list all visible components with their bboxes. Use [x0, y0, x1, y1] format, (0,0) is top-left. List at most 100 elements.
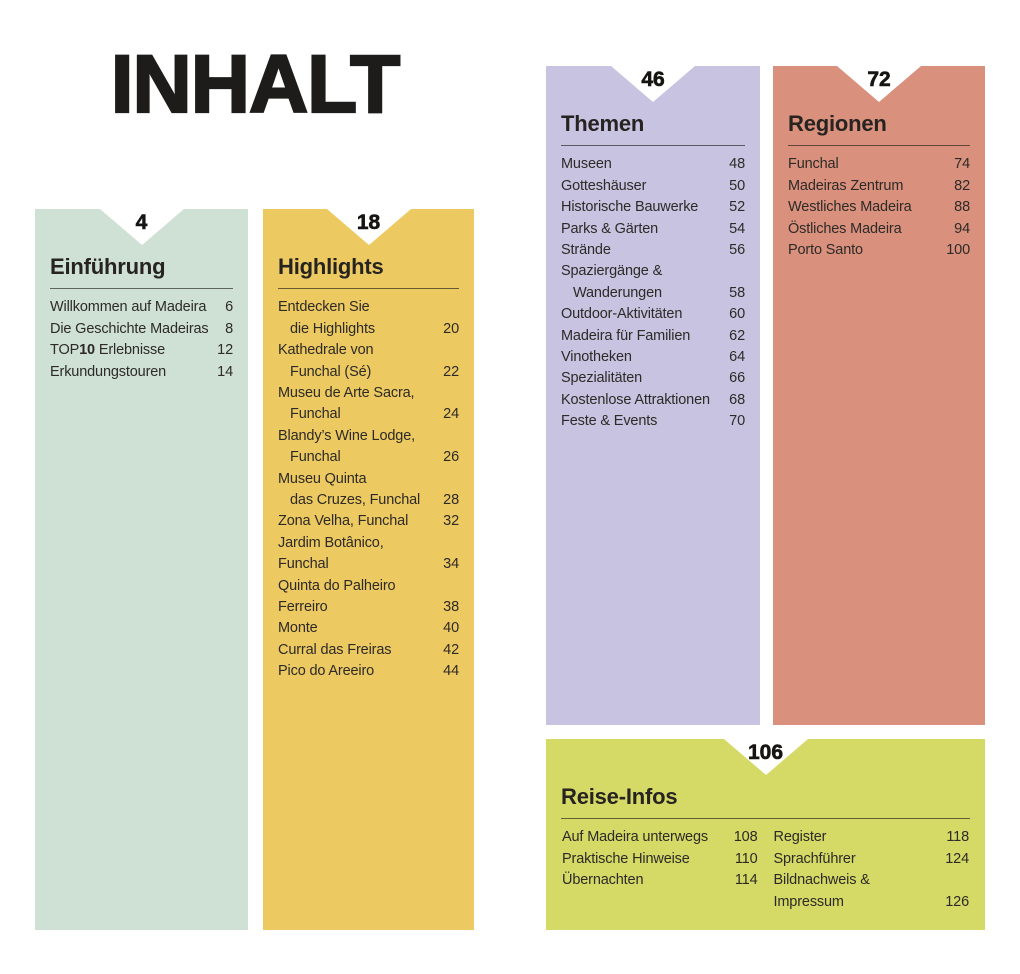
toc-entry-label: Quinta do Palheiro Ferreiro	[278, 577, 396, 615]
toc-entry: Parks & Gärten 54	[561, 219, 745, 240]
toc-entry-label: Praktische Hinweise	[562, 850, 690, 867]
toc-entry-label: Auf Madeira unterwegs	[562, 829, 708, 846]
toc-entry: Monte 40	[278, 618, 459, 639]
toc-entry: Kathedrale von Funchal (Sé) 22	[278, 340, 459, 383]
toc-entry-page-number: 74	[954, 156, 970, 173]
toc-entry: Übernachten 114	[562, 870, 758, 891]
toc-entry-label: Blandy’s Wine Lodge, Funchal	[278, 427, 415, 466]
toc-entry-page-number: 64	[729, 348, 745, 365]
toc-entry-label: Die Geschichte Madeiras	[50, 320, 209, 337]
toc-entry-page-number: 32	[443, 513, 459, 530]
page-title: INHALT	[110, 39, 402, 130]
toc-entry-label: Register	[773, 829, 827, 846]
toc-entry: Erkundungstouren 14	[50, 362, 233, 383]
toc-entry-page-number: 40	[443, 620, 459, 637]
toc-entry-page-number: 68	[729, 391, 745, 408]
toc-entry-label: Madeira für Familien	[561, 327, 691, 344]
toc-entry: Historische Bauwerke 52	[561, 197, 745, 218]
toc-entry-label: Museu Quinta das Cruzes, Funchal	[278, 470, 421, 508]
toc-entry: Östliches Madeira 94	[788, 219, 970, 240]
title-divider	[50, 288, 233, 290]
toc-entry-label: Museu de Arte Sacra, Funchal	[278, 384, 415, 423]
toc-entry-label: Funchal	[788, 156, 839, 173]
entry-list: Entdecken Sie die Highlights 20 Kathedrale …	[278, 297, 459, 682]
title-divider	[788, 145, 970, 147]
panel-title: Einführung	[50, 254, 166, 279]
toc-entry: Register 118	[774, 827, 970, 848]
toc-entry-page-number: 58	[729, 284, 745, 301]
toc-entry-label: Museen	[561, 156, 612, 173]
toc-entry-label: Vinotheken	[561, 348, 632, 365]
toc-entry: Praktische Hinweise 110	[562, 849, 758, 870]
toc-entry-page-number: 38	[443, 598, 459, 615]
entry-list-right: Register 118 Sprachführer 124 Bildnachweis &…	[774, 827, 970, 913]
toc-entry: Funchal 74	[788, 154, 970, 175]
toc-entry: Die Geschichte Madeiras 8	[50, 319, 233, 340]
toc-entry-label: Westliches Madeira	[788, 199, 912, 216]
toc-entry-page-number: 100	[946, 241, 970, 258]
toc-entry-label: Gotteshäuser	[561, 177, 647, 194]
toc-entry: TOP10 Erlebnisse 12	[50, 340, 233, 361]
panel-einfuehrung: 4 Einführung Willkommen auf Madeira 6 Die …	[35, 209, 248, 930]
notch-triangle	[99, 209, 184, 245]
panel-title: Highlights	[278, 254, 384, 279]
panel-title: Themen	[561, 111, 645, 136]
toc-entry: Quinta do Palheiro Ferreiro 38	[278, 576, 459, 619]
toc-entry-page-number: 66	[729, 370, 745, 387]
notch-triangle	[326, 209, 411, 245]
toc-entry-page-number: 82	[954, 177, 970, 194]
toc-entry-label: Sprachführer	[773, 850, 856, 867]
toc-entry-label: Zona Velha, Funchal	[278, 513, 409, 530]
entry-list: Museen 48 Gotteshäuser 50 Historische Bauwer…	[561, 154, 745, 432]
toc-entry: Curral das Freiras 42	[278, 640, 459, 661]
toc-entry: Madeira für Familien 62	[561, 326, 745, 347]
toc-entry-label: Erkundungstouren	[50, 363, 167, 380]
toc-entry-page-number: 88	[954, 199, 970, 216]
toc-entry: Westliches Madeira 88	[788, 197, 970, 218]
toc-entry-label: Monte	[278, 620, 318, 637]
toc-entry-page-number: 8	[225, 320, 233, 337]
toc-entry-page-number: 114	[734, 872, 758, 889]
toc-entry-page-number: 26	[443, 449, 459, 466]
toc-entry-page-number: 110	[734, 850, 758, 867]
toc-entry-page-number: 70	[729, 413, 745, 430]
entry-columns: Auf Madeira unterwegs 108 Praktische Hinwe…	[562, 827, 969, 913]
toc-entry: Sprachführer 124	[774, 849, 970, 870]
toc-entry-label: Outdoor-Aktivitäten	[561, 306, 683, 323]
toc-entry-page-number: 6	[225, 299, 233, 316]
toc-entry: Pico do Areeiro 44	[278, 661, 459, 682]
toc-entry: Willkommen auf Madeira 6	[50, 297, 233, 318]
toc-entry-label: Östliches Madeira	[788, 220, 902, 237]
toc-entry-page-number: 60	[729, 306, 745, 323]
toc-entry-label: Parks & Gärten	[561, 220, 659, 237]
toc-entry-label: Strände	[561, 241, 611, 258]
toc-entry: Entdecken Sie die Highlights 20	[278, 297, 459, 340]
toc-entry-page-number: 108	[733, 829, 758, 846]
toc-entry-page-number: 118	[946, 829, 969, 846]
toc-entry-label: Curral das Freiras	[278, 641, 392, 658]
panel-highlights: 18 Highlights Entdecken Sie die Highlight…	[263, 209, 474, 930]
panel-page-number: 18	[356, 211, 381, 235]
toc-entry: Museen 48	[561, 154, 745, 175]
toc-entry: Jardim Botânico, Funchal 34	[278, 533, 459, 576]
toc-entry-label: Kathedrale von Funchal (Sé)	[278, 342, 374, 380]
toc-entry-label: Spaziergänge & Wanderungen	[561, 263, 663, 301]
toc-entry: Porto Santo 100	[788, 240, 970, 261]
panel-page-number: 72	[867, 68, 891, 92]
title-divider	[561, 818, 970, 820]
toc-entry-label: Übernachten	[562, 872, 644, 889]
toc-entry-label: Historische Bauwerke	[561, 199, 699, 216]
toc-entry: Zona Velha, Funchal 32	[278, 511, 459, 532]
toc-entry-label: Willkommen auf Madeira	[50, 299, 207, 316]
toc-entry-page-number: 22	[443, 363, 459, 380]
toc-entry-label: Jardim Botânico, Funchal	[278, 534, 384, 573]
toc-entry: Feste & Events 70	[561, 411, 745, 432]
panel-regionen: 72 Regionen Funchal 74 Madeiras Zentrum 82 W…	[773, 66, 985, 725]
toc-entry: Madeiras Zentrum 82	[788, 176, 970, 197]
notch-triangle	[723, 739, 808, 775]
toc-entry: Strände 56	[561, 240, 745, 261]
toc-entry-label: Entdecken Sie die Highlights	[278, 299, 375, 337]
toc-entry-label: Madeiras Zentrum	[788, 177, 904, 194]
toc-entry: Spaziergänge & Wanderungen 58	[561, 261, 745, 304]
